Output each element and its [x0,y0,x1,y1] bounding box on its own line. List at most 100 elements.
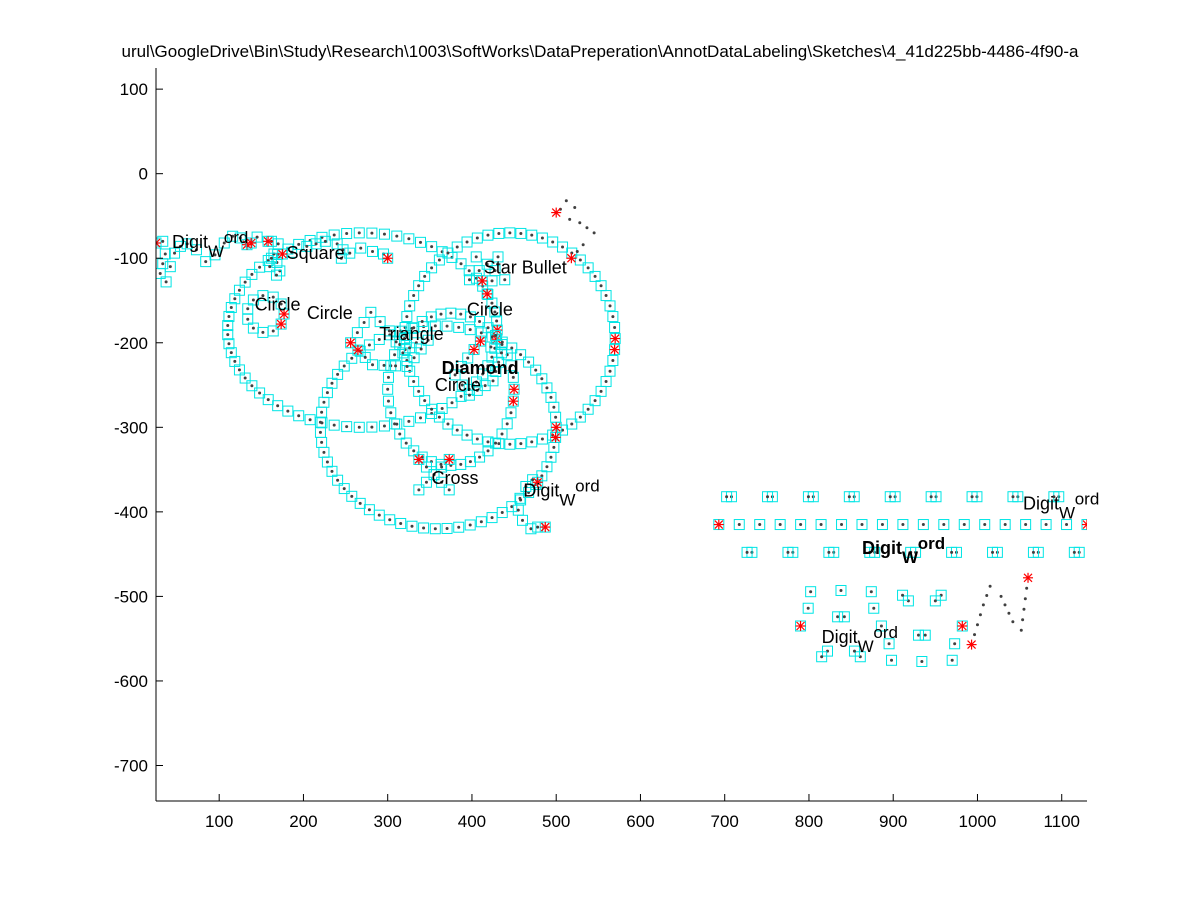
trace-box-marker [399,321,411,333]
trace-point [505,422,509,426]
trace-point [497,442,501,446]
stroke-trace-13 [713,491,1087,558]
trace-box-marker [470,376,482,388]
trace-point [178,244,182,248]
trace-box-marker [1048,491,1060,503]
trace-box-marker [222,320,234,332]
trace-box-marker [482,229,494,241]
trace-point [510,505,514,509]
trace-box-marker [390,360,402,372]
trace-point [1021,618,1025,622]
trace-box-marker [507,371,519,383]
trace-point [398,432,402,436]
trace-box-marker [496,339,508,351]
trace-point [545,386,549,390]
y-tick-label: 100 [120,80,148,99]
trace-box-marker [209,249,221,261]
trace-box-marker [795,519,807,531]
trace-box-marker [341,228,353,240]
trace-point [227,342,231,346]
trace-box-marker [525,523,537,535]
trace-point [382,232,386,236]
trace-box-marker [916,656,928,668]
trace-point [500,432,504,436]
trace-point [229,306,233,310]
trace-point [459,364,463,368]
trace-point [323,239,327,243]
trace-box-marker [917,519,929,531]
trace-point [916,633,920,637]
trace-point [271,295,275,299]
star-stroke [353,345,363,355]
corner-star-marker [277,248,288,259]
trace-point [453,373,457,377]
trace-box-marker [987,546,999,558]
trace-point [942,523,946,527]
corner-star-marker [263,236,274,247]
corner-star-marker [508,396,519,407]
trace-box-marker [390,336,402,348]
trace-box-marker [328,229,340,241]
trace-point [455,245,459,249]
corner-star-marker [795,620,806,631]
trace-point [519,353,523,357]
trace-point [378,320,382,324]
trace-point [339,256,343,260]
trace-point [350,356,354,360]
trace-point [450,401,454,405]
trace-point [983,523,987,527]
trace-box-marker [415,236,427,248]
annotation-digit-word-1: DigitWord [172,228,248,261]
corner-star-marker [469,344,480,355]
trace-box-marker [557,424,569,436]
trace-point [412,449,416,453]
star-stroke [1082,523,1087,529]
star-stroke [1082,520,1087,526]
trace-point [330,381,334,385]
trace-point [536,525,540,529]
trace-point [419,240,423,244]
trace-box-marker [876,519,888,531]
trace-box-marker [420,461,432,473]
annotation-circle-big-right: Circle [467,300,513,320]
trace-box-marker [721,491,733,503]
annotation-superscript: ord [224,228,249,247]
corner-star-marker [610,333,621,344]
trace-box-marker [929,595,941,607]
corner-star-marker [532,477,543,488]
x-tick-label: 400 [458,812,486,831]
trace-box-marker [604,365,616,377]
trace-point [545,465,549,469]
trace-point [408,346,412,350]
trace-point [430,266,434,270]
trace-point [417,284,421,288]
trace-box-marker [218,237,230,249]
trace-box-marker [566,418,578,430]
trace-point [445,526,449,530]
trace-box-marker [905,546,917,558]
trace-point [237,288,241,292]
trace-point [439,462,443,466]
trace-point [437,415,441,419]
trace-point [467,278,471,282]
trace-box-marker [455,360,467,372]
trace-box-marker [403,233,415,245]
x-tick-label: 900 [879,812,907,831]
trace-box-marker [355,242,367,254]
y-tick-label: -500 [114,587,148,606]
trace-point [518,496,522,500]
trace-point [495,319,499,323]
trace-point [468,460,472,464]
trace-box-marker [239,276,251,288]
stroke-trace-15 [551,199,596,264]
trace-point [332,423,336,427]
x-tick-label: 700 [711,812,739,831]
trace-point [842,615,846,619]
trace-point [408,304,412,308]
trace-point [575,249,579,253]
trace-point [819,523,823,527]
trace-box-marker [481,258,493,270]
annotation-star-bullet: Star Bullet [484,257,567,277]
trace-box-marker [1068,546,1080,558]
